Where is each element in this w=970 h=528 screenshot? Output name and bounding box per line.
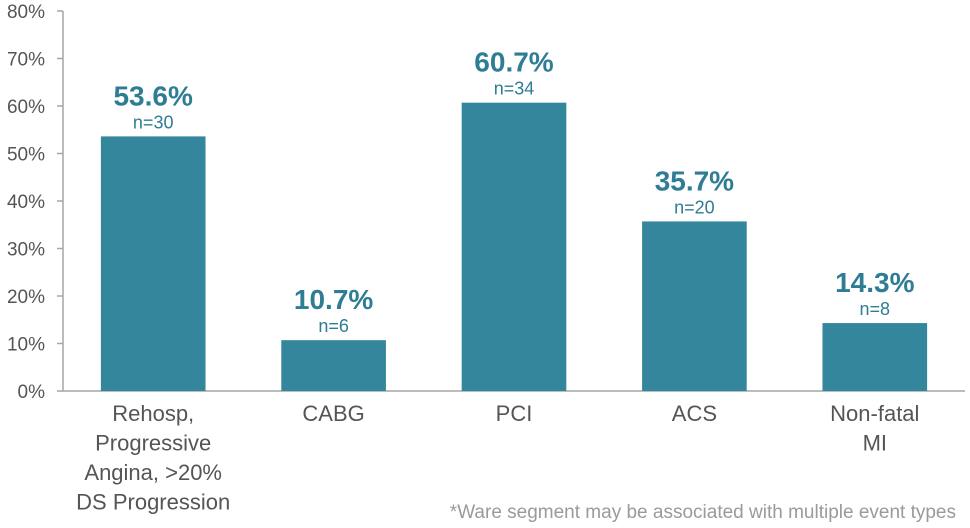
footnote: *Ware segment may be associated with mul…	[449, 502, 956, 523]
y-tick-label: 50%	[7, 145, 45, 166]
y-tick-label: 0%	[18, 382, 46, 403]
bar-n-label: n=20	[674, 197, 715, 217]
bar-n-label: n=30	[133, 112, 174, 132]
y-tick-label: 60%	[7, 97, 45, 118]
bar	[822, 323, 928, 391]
y-tick-label: 10%	[7, 335, 45, 356]
x-category-label: Progressive	[95, 431, 211, 456]
y-tick-label: 30%	[7, 240, 45, 261]
x-category-label: CABG	[302, 401, 364, 426]
bar-value-label: 10.7%	[294, 284, 373, 315]
bar	[281, 340, 386, 391]
x-category-label: ACS	[672, 401, 717, 426]
x-category-label: Angina, >20%	[84, 460, 222, 485]
bar	[642, 221, 747, 391]
x-category-label: MI	[863, 431, 887, 456]
bar-n-label: n=34	[494, 79, 535, 99]
x-category-label: DS Progression	[76, 490, 230, 515]
bar	[100, 136, 206, 391]
bar-value-label: 53.6%	[113, 80, 192, 111]
bar-value-label: 35.7%	[655, 165, 734, 196]
y-tick-label: 70%	[7, 50, 45, 71]
bar-n-label: n=6	[318, 316, 349, 336]
x-category-label: PCI	[496, 401, 533, 426]
bar-value-label: 60.7%	[474, 47, 553, 78]
bar	[461, 102, 567, 392]
bar-value-label: 14.3%	[835, 267, 914, 298]
x-category-label: Rehosp,	[112, 401, 194, 426]
y-tick-label: 20%	[7, 287, 45, 308]
bar-n-label: n=8	[860, 299, 891, 319]
x-category-label: Non-fatal	[830, 401, 919, 426]
y-tick-label: 40%	[7, 192, 45, 213]
y-tick-label: 80%	[7, 2, 45, 23]
